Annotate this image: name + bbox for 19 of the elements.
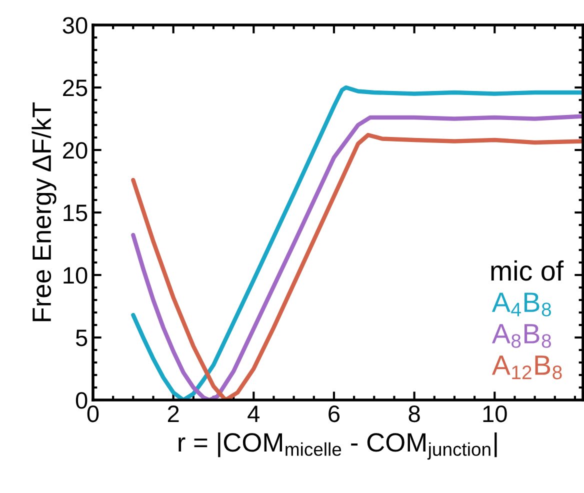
x-tick-label: 2 — [168, 405, 179, 422]
x-tick-label: 8 — [408, 405, 420, 422]
x-tick-label: 10 — [483, 405, 507, 422]
y-tick-label: 10 — [64, 267, 88, 284]
y-tick-label: 25 — [63, 80, 88, 96]
y-tick-label: 20 — [63, 142, 88, 159]
text: A$_{8}$B$_{8}$ — [492, 324, 551, 348]
legend-title: mic of — [491, 260, 564, 281]
y-tick-label: 30 — [62, 17, 88, 34]
text: A$_{4}$B$_{8}$ — [492, 292, 551, 316]
y-tick-label: 0 — [76, 392, 88, 409]
y-tick-label: 15 — [64, 204, 88, 222]
y-tick-label: 5 — [76, 330, 88, 346]
x-axis-title: r = |COM$_{micelle}$ - COM$_{junction}$| — [178, 432, 497, 460]
x-tick-label: 4 — [248, 406, 260, 422]
x-tick-label: 6 — [328, 405, 340, 422]
y-axis-title: Free Energy ΔF/kT — [32, 102, 56, 322]
x-tick-label: 0 — [87, 405, 99, 422]
text: A$_{12}$B$_{8}$ — [492, 356, 562, 380]
